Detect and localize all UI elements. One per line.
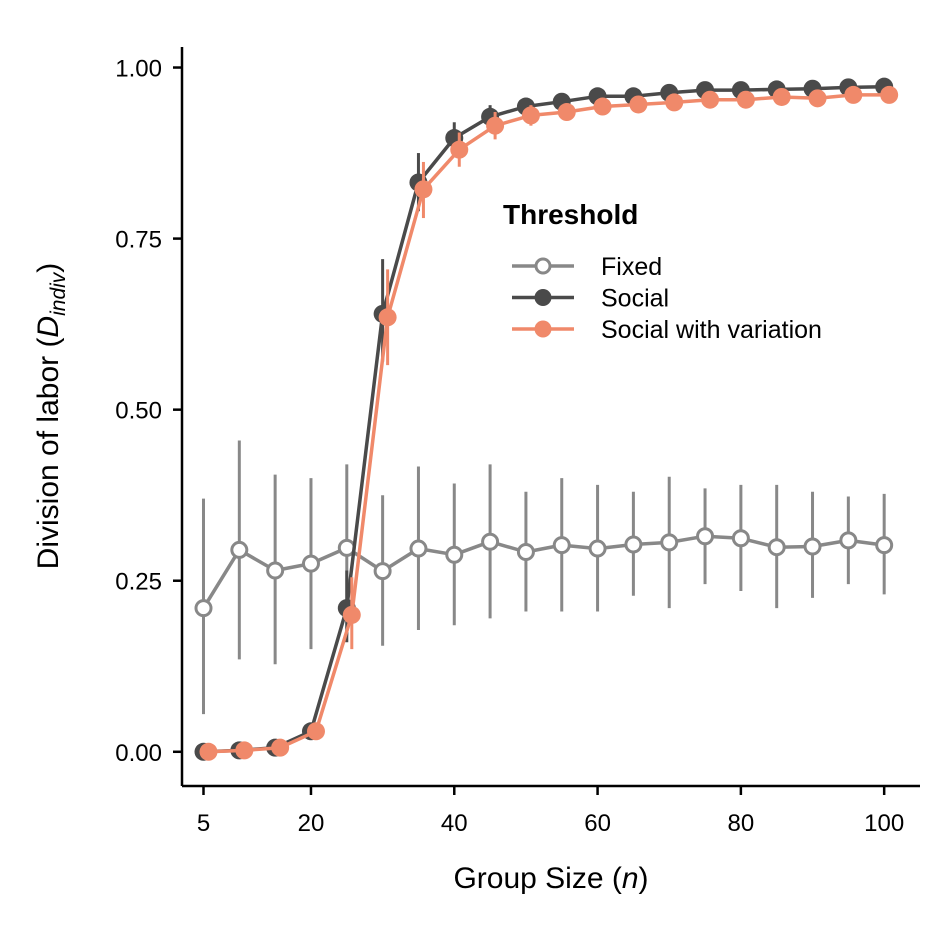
data-point (486, 116, 505, 135)
y-tick-label: 0.75 (115, 227, 162, 254)
data-point (342, 605, 361, 624)
data-point (593, 97, 612, 116)
legend-item: Social (512, 285, 669, 313)
legend-key-marker (534, 257, 552, 275)
data-point (803, 537, 822, 556)
y-axis-title-sub: indiv (47, 271, 70, 316)
plot-area: 5 20 40 60 80 100 0.00 0.25 0.50 0.75 1.00 (115, 47, 920, 837)
legend-key-marker (534, 320, 552, 338)
data-point (235, 741, 254, 760)
y-axis-title-text: Division of labor (32, 356, 65, 569)
data-point (373, 562, 392, 581)
series-line (208, 93, 890, 754)
data-point (230, 540, 249, 559)
data-point (624, 535, 643, 554)
y-tick-label: 0.50 (115, 398, 162, 425)
legend-key-marker (534, 289, 552, 306)
data-point (271, 738, 290, 757)
x-ticks: 5 20 40 60 80 100 (197, 786, 904, 837)
data-point (266, 561, 285, 580)
x-axis-title: Group Size (n) (453, 862, 648, 895)
data-point (552, 536, 571, 555)
data-point (839, 531, 858, 550)
data-point (875, 536, 894, 555)
data-point (306, 722, 325, 741)
series-social-with-variation (199, 85, 899, 761)
x-tick-label: 60 (584, 810, 611, 837)
legend-label: Social (601, 285, 669, 313)
data-point (301, 554, 320, 573)
y-tick-label: 0.25 (115, 569, 162, 596)
data-point (450, 140, 469, 159)
data-point (844, 85, 863, 104)
data-point (414, 180, 433, 199)
series-fixed (194, 440, 894, 715)
series-social (194, 77, 894, 761)
y-ticks: 0.00 0.25 0.50 0.75 1.00 (115, 56, 182, 767)
y-axis-title-var: D (32, 316, 65, 338)
data-point (880, 85, 899, 104)
data-point (701, 90, 720, 109)
data-point (588, 539, 607, 558)
x-tick-label: 40 (441, 810, 468, 837)
data-point (409, 539, 428, 558)
x-tick-label: 100 (864, 810, 904, 837)
x-axis-title-text: Group Size (453, 862, 603, 895)
legend: Threshold Fixed Social Social with variati… (503, 199, 822, 344)
data-point (557, 103, 576, 122)
y-axis-title: Division of labor (Dindiv) (32, 263, 70, 570)
legend-item: Social with variation (512, 316, 822, 344)
data-point (731, 529, 750, 548)
series-line (203, 84, 885, 754)
data-point (696, 527, 715, 546)
y-tick-label: 0.00 (115, 740, 162, 767)
data-point (194, 599, 213, 618)
legend-label: Social with variation (601, 316, 822, 344)
y-tick-label: 1.00 (115, 56, 162, 83)
x-axis-title-var: n (622, 862, 639, 895)
legend-label: Fixed (601, 253, 662, 281)
data-point (521, 106, 540, 125)
data-point (736, 90, 755, 109)
data-point (481, 532, 500, 551)
data-point (378, 308, 397, 327)
legend-item: Fixed (512, 253, 662, 281)
data-point (629, 95, 648, 114)
data-point (665, 93, 684, 112)
data-point (199, 742, 218, 761)
x-tick-label: 80 (728, 810, 755, 837)
data-point (767, 538, 786, 557)
data-point (516, 542, 535, 561)
x-tick-label: 20 (298, 810, 325, 837)
series-layer (194, 77, 899, 761)
legend-title: Threshold (503, 199, 638, 230)
data-point (660, 533, 679, 552)
data-point (808, 89, 827, 108)
data-point (445, 545, 464, 564)
data-point (772, 87, 791, 106)
x-tick-label: 5 (197, 810, 210, 837)
legend-entries: Fixed Social Social with variation (512, 253, 822, 344)
